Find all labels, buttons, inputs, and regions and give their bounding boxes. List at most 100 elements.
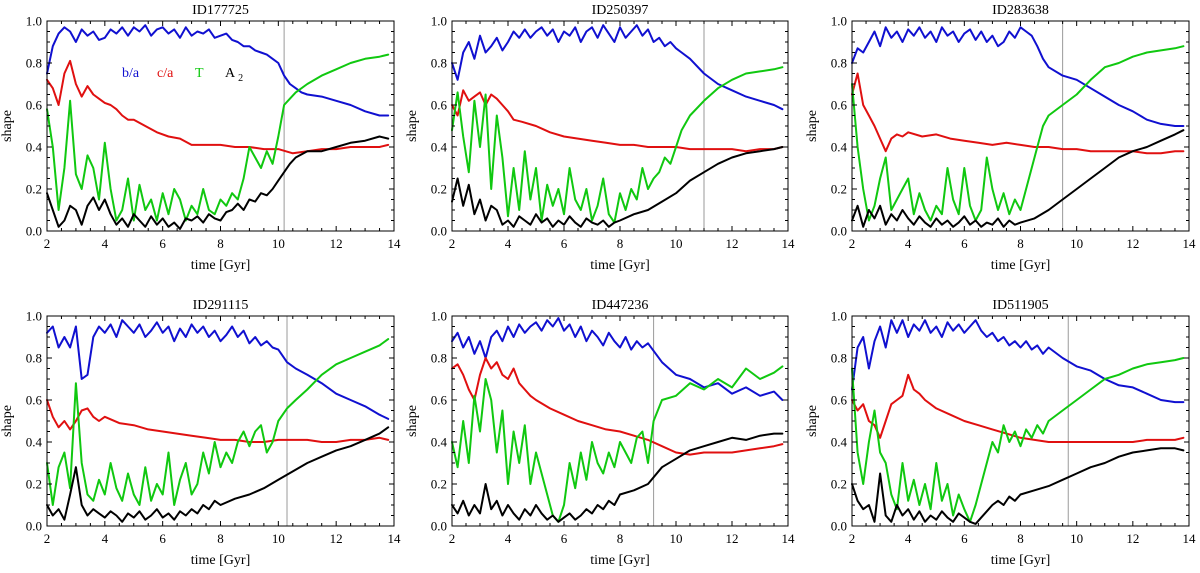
- y-tick-label: 0.6: [431, 98, 448, 113]
- x-tick-label: 10: [272, 531, 285, 546]
- series-line-t: [451, 66, 784, 224]
- x-axis-label: time [Gyr]: [191, 553, 250, 568]
- y-axis-label: shape: [805, 110, 820, 142]
- y-tick-label: 0.6: [431, 393, 448, 408]
- series-line-b-a: [46, 24, 390, 117]
- x-tick-label: 2: [44, 236, 51, 251]
- y-tick-label: 0.2: [26, 477, 42, 492]
- series-line-a2: [851, 129, 1185, 228]
- x-tick-label: 14: [1183, 236, 1197, 251]
- series-line-t: [46, 338, 390, 506]
- x-tick-label: 4: [102, 531, 109, 546]
- y-axis-label: shape: [0, 405, 15, 437]
- y-tick-label: 0.2: [831, 182, 847, 197]
- x-tick-label: 12: [330, 236, 343, 251]
- x-tick-label: 10: [670, 531, 683, 546]
- y-tick-label: 0.0: [26, 224, 42, 239]
- chart-title: ID511905: [992, 298, 1048, 313]
- x-tick-label: 4: [505, 236, 512, 251]
- x-tick-label: 6: [159, 531, 166, 546]
- x-axis-label: time [Gyr]: [991, 553, 1050, 568]
- y-tick-label: 1.0: [831, 14, 847, 29]
- x-tick-label: 12: [726, 531, 739, 546]
- y-tick-label: 0.2: [431, 477, 447, 492]
- plot-frame: [451, 20, 789, 232]
- y-tick-label: 0.6: [831, 98, 848, 113]
- series-line-c-a: [451, 89, 784, 153]
- chart-title: ID447236: [592, 298, 649, 313]
- series-line-c-a: [851, 373, 1185, 443]
- y-axis-label: shape: [405, 110, 420, 142]
- y-tick-label: 1.0: [431, 14, 447, 29]
- x-tick-label: 8: [217, 236, 224, 251]
- x-axis-label: time [Gyr]: [191, 258, 250, 273]
- x-tick-label: 8: [217, 531, 224, 546]
- series-line-a2: [46, 135, 390, 230]
- x-tick-label: 2: [449, 531, 456, 546]
- y-axis-label: shape: [405, 405, 420, 437]
- y-tick-label: 0.8: [831, 56, 847, 71]
- x-tick-label: 12: [1126, 236, 1139, 251]
- series-line-c-a: [46, 399, 390, 443]
- chart-panel-3: 2 4 6 8 10 12 14 0.0 0.2 0.4 0.6 0.8 1.0 ID283638 time…: [805, 3, 1196, 273]
- y-tick-label: 0.8: [831, 351, 847, 366]
- x-tick-label: 10: [1070, 531, 1083, 546]
- chart-panel-5: 2 4 6 8 10 12 14 0.0 0.2 0.4 0.6 0.8 1.0 ID447236 time…: [405, 298, 795, 568]
- y-tick-label: 0.8: [26, 351, 42, 366]
- x-tick-label: 10: [272, 236, 285, 251]
- y-tick-label: 1.0: [831, 309, 847, 324]
- y-tick-label: 0.4: [831, 435, 848, 450]
- y-tick-label: 0.2: [831, 477, 847, 492]
- series-line-b-a: [451, 317, 784, 401]
- x-tick-label: 14: [782, 531, 796, 546]
- chart-panel-4: 2 4 6 8 10 12 14 0.0 0.2 0.4 0.6 0.8 1.0 ID291115 time…: [0, 298, 401, 568]
- x-tick-label: 12: [726, 236, 739, 251]
- series-line-b-a: [46, 319, 390, 420]
- x-tick-label: 4: [905, 236, 912, 251]
- series-line-a2: [451, 432, 784, 523]
- y-tick-label: 1.0: [26, 309, 42, 324]
- x-tick-label: 4: [905, 531, 912, 546]
- chart-title: ID291115: [193, 298, 249, 313]
- y-tick-label: 0.6: [26, 393, 43, 408]
- x-tick-label: 8: [1017, 236, 1024, 251]
- y-tick-label: 0.0: [431, 224, 447, 239]
- x-tick-label: 10: [670, 236, 683, 251]
- series-line-t: [46, 53, 390, 222]
- x-axis-label: time [Gyr]: [590, 258, 649, 273]
- legend-label: A: [225, 66, 236, 81]
- legend-entry-2: c/a: [157, 66, 174, 81]
- y-tick-label: 0.4: [431, 435, 448, 450]
- y-tick-label: 0.2: [431, 182, 447, 197]
- series-line-b-a: [451, 24, 784, 111]
- series-line-c-a: [851, 72, 1185, 155]
- y-axis-label: shape: [0, 110, 15, 142]
- chart-title: ID250397: [592, 3, 649, 18]
- series-line-a2: [451, 146, 784, 228]
- legend-label: b/a: [122, 66, 140, 81]
- x-tick-label: 6: [561, 236, 568, 251]
- x-tick-label: 6: [159, 236, 166, 251]
- x-tick-label: 8: [1017, 531, 1024, 546]
- x-tick-label: 8: [617, 531, 624, 546]
- y-tick-label: 1.0: [431, 309, 447, 324]
- y-tick-label: 0.0: [26, 519, 42, 534]
- x-tick-label: 10: [1070, 236, 1083, 251]
- y-tick-label: 0.4: [831, 140, 848, 155]
- x-tick-label: 14: [388, 531, 402, 546]
- x-tick-label: 6: [561, 531, 568, 546]
- series-line-t: [451, 365, 784, 523]
- series-line-b-a: [851, 319, 1185, 404]
- x-tick-label: 2: [849, 531, 856, 546]
- y-tick-label: 0.8: [26, 56, 42, 71]
- chart-title: ID177725: [192, 3, 249, 18]
- y-axis-label: shape: [805, 405, 820, 437]
- y-tick-label: 0.8: [431, 351, 447, 366]
- x-tick-label: 6: [961, 531, 968, 546]
- y-tick-label: 0.4: [26, 140, 43, 155]
- x-tick-label: 8: [617, 236, 624, 251]
- y-tick-label: 0.0: [431, 519, 447, 534]
- y-tick-label: 0.0: [831, 519, 847, 534]
